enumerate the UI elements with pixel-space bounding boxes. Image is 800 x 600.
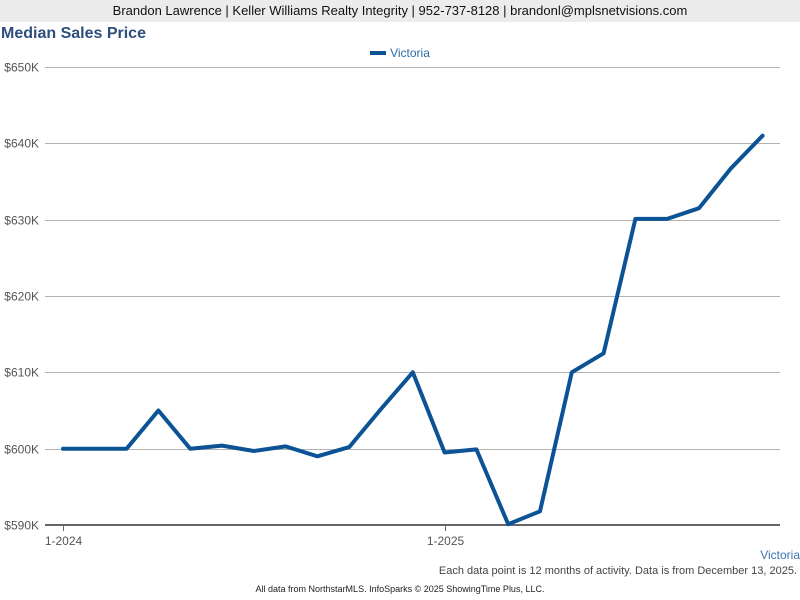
series-line-victoria[interactable]	[61, 133, 765, 527]
y-tick-label: $630K	[4, 214, 39, 228]
y-tick-label: $640K	[4, 137, 39, 151]
y-axis-ticks: $590K $600K $610K $620K $630K $640K $650K	[4, 61, 39, 533]
y-tick-label: $610K	[4, 366, 39, 380]
y-tick-label: $600K	[4, 443, 39, 457]
footer-credit: All data from NorthstarMLS. InfoSparks ©…	[255, 584, 545, 594]
series-label: Victoria	[760, 548, 800, 562]
y-tick-label: $650K	[4, 61, 39, 75]
y-tick-label: $590K	[4, 519, 39, 533]
x-tick-label: 1-2024	[45, 534, 83, 548]
chart-title: Median Sales Price	[1, 25, 146, 42]
legend-swatch-icon	[370, 50, 387, 55]
y-tick-label: $620K	[4, 290, 39, 304]
legend-label[interactable]: Victoria	[390, 46, 430, 60]
agent-contact-bar: Brandon Lawrence | Keller Williams Realt…	[0, 0, 800, 22]
legend: Victoria	[0, 46, 800, 60]
data-note: Each data point is 12 months of activity…	[438, 565, 797, 577]
x-axis: 1-2024 1-2025	[45, 524, 780, 548]
x-tick-label: 1-2025	[427, 534, 465, 548]
gridlines	[45, 67, 780, 450]
